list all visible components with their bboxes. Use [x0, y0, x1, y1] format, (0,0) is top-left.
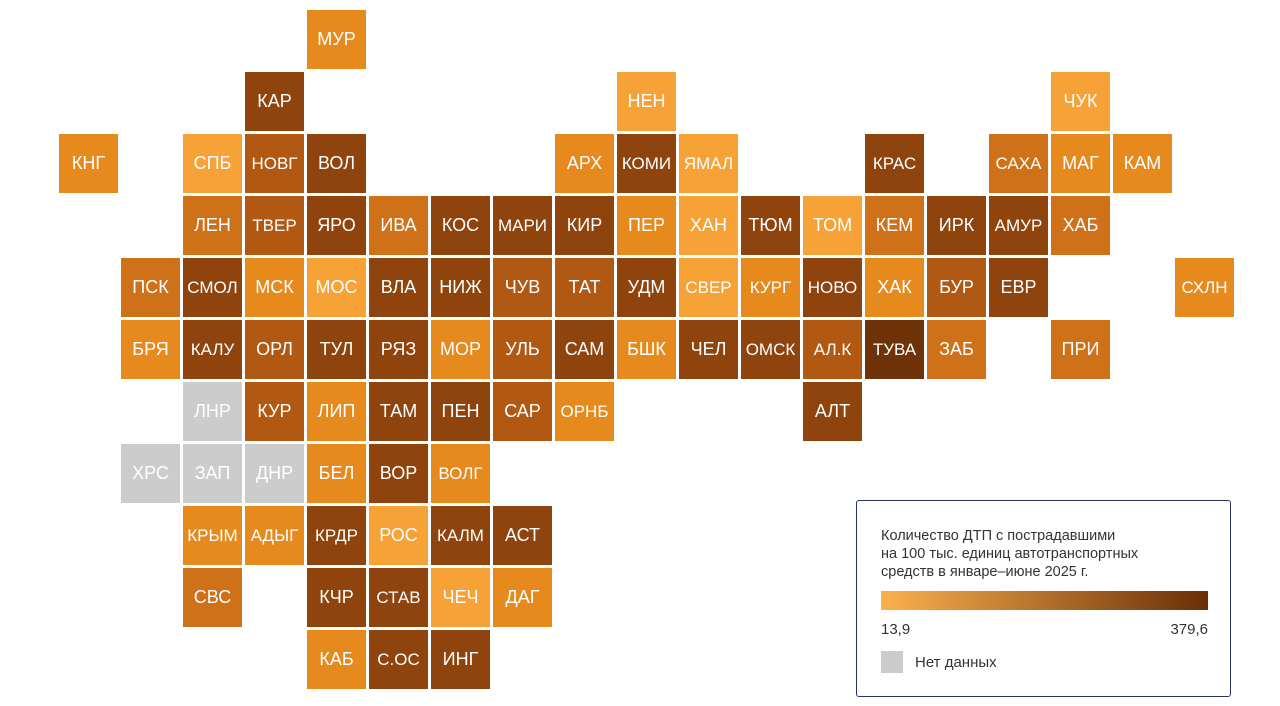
region-tile: РОС: [369, 506, 428, 565]
legend-title: Количество ДТП с пострадавшими на 100 ты…: [881, 528, 1139, 580]
region-tile: БРЯ: [121, 320, 180, 379]
region-tile: КРЫМ: [183, 506, 242, 565]
region-tile: ЧЕЧ: [431, 568, 490, 627]
region-tile: КАЛМ: [431, 506, 490, 565]
region-tile: КУРГ: [741, 258, 800, 317]
region-tile: ЗАП: [183, 444, 242, 503]
region-tile: ЛИП: [307, 382, 366, 441]
region-tile: ХРС: [121, 444, 180, 503]
region-tile: КИР: [555, 196, 614, 255]
region-tile: ХАК: [865, 258, 924, 317]
region-tile: СХЛН: [1175, 258, 1234, 317]
region-tile: КАМ: [1113, 134, 1172, 193]
region-tile: КРАС: [865, 134, 924, 193]
region-tile: КОС: [431, 196, 490, 255]
region-tile: ПЕН: [431, 382, 490, 441]
region-tile: СПБ: [183, 134, 242, 193]
region-tile: МАГ: [1051, 134, 1110, 193]
region-tile: НОВО: [803, 258, 862, 317]
region-tile: ЛЕН: [183, 196, 242, 255]
region-tile: АСТ: [493, 506, 552, 565]
region-tile: КОМИ: [617, 134, 676, 193]
region-tile: МОР: [431, 320, 490, 379]
no-data-label: Нет данных: [915, 654, 997, 671]
region-tile: СВЕР: [679, 258, 738, 317]
region-tile: ТВЕР: [245, 196, 304, 255]
legend-color-scale: [881, 591, 1208, 610]
legend-panel: Количество ДТП с пострадавшими на 100 ты…: [856, 500, 1231, 697]
region-tile: ЕВР: [989, 258, 1048, 317]
region-tile: САР: [493, 382, 552, 441]
region-tile: ЯМАЛ: [679, 134, 738, 193]
region-tile: КЕМ: [865, 196, 924, 255]
region-tile: СТАВ: [369, 568, 428, 627]
region-tile: МУР: [307, 10, 366, 69]
region-tile: С.ОС: [369, 630, 428, 689]
region-tile: КЧР: [307, 568, 366, 627]
region-tile: ЯРО: [307, 196, 366, 255]
region-tile: КАР: [245, 72, 304, 131]
region-tile: РЯЗ: [369, 320, 428, 379]
region-tile: ОМСК: [741, 320, 800, 379]
region-tile: ВЛА: [369, 258, 428, 317]
region-tile: ДАГ: [493, 568, 552, 627]
region-tile: ТАТ: [555, 258, 614, 317]
region-tile: ТУВА: [865, 320, 924, 379]
region-tile: СВС: [183, 568, 242, 627]
region-tile: ЗАБ: [927, 320, 986, 379]
region-tile: МАРИ: [493, 196, 552, 255]
region-tile: ХАН: [679, 196, 738, 255]
region-tile: ТОМ: [803, 196, 862, 255]
region-tile: АРХ: [555, 134, 614, 193]
region-tile: КАБ: [307, 630, 366, 689]
region-tile: НОВГ: [245, 134, 304, 193]
region-tile: ОРНБ: [555, 382, 614, 441]
region-tile: БУР: [927, 258, 986, 317]
region-tile: ВОЛГ: [431, 444, 490, 503]
region-tile: ИРК: [927, 196, 986, 255]
region-tile: ИВА: [369, 196, 428, 255]
region-tile: НИЖ: [431, 258, 490, 317]
region-tile: КУР: [245, 382, 304, 441]
region-tile: ПРИ: [1051, 320, 1110, 379]
region-tile: ТУЛ: [307, 320, 366, 379]
region-tile: УДМ: [617, 258, 676, 317]
region-tile: ОРЛ: [245, 320, 304, 379]
region-tile: ТАМ: [369, 382, 428, 441]
region-tile: ЧУК: [1051, 72, 1110, 131]
region-tile: КРДР: [307, 506, 366, 565]
region-tile: ПСК: [121, 258, 180, 317]
region-tile: МОС: [307, 258, 366, 317]
region-tile: АМУР: [989, 196, 1048, 255]
region-tile: АДЫГ: [245, 506, 304, 565]
region-tile: АЛ.К: [803, 320, 862, 379]
region-tile: МСК: [245, 258, 304, 317]
region-tile: ВОЛ: [307, 134, 366, 193]
region-tile: ЧЕЛ: [679, 320, 738, 379]
region-tile: САХА: [989, 134, 1048, 193]
region-tile: УЛЬ: [493, 320, 552, 379]
region-tile: КНГ: [59, 134, 118, 193]
region-tile: САМ: [555, 320, 614, 379]
region-tile: КАЛУ: [183, 320, 242, 379]
legend-max-value: 379,6: [1170, 621, 1208, 638]
region-tile: СМОЛ: [183, 258, 242, 317]
region-tile: БЕЛ: [307, 444, 366, 503]
region-tile: ДНР: [245, 444, 304, 503]
region-tile: ЛНР: [183, 382, 242, 441]
region-tile: ТЮМ: [741, 196, 800, 255]
no-data-swatch: [881, 651, 903, 673]
region-tile: АЛТ: [803, 382, 862, 441]
region-tile: ХАБ: [1051, 196, 1110, 255]
region-tile: ЧУВ: [493, 258, 552, 317]
region-tile: БШК: [617, 320, 676, 379]
legend-min-value: 13,9: [881, 621, 911, 638]
region-tile: ВОР: [369, 444, 428, 503]
region-tile: ПЕР: [617, 196, 676, 255]
region-tile: ИНГ: [431, 630, 490, 689]
region-tile: НЕН: [617, 72, 676, 131]
